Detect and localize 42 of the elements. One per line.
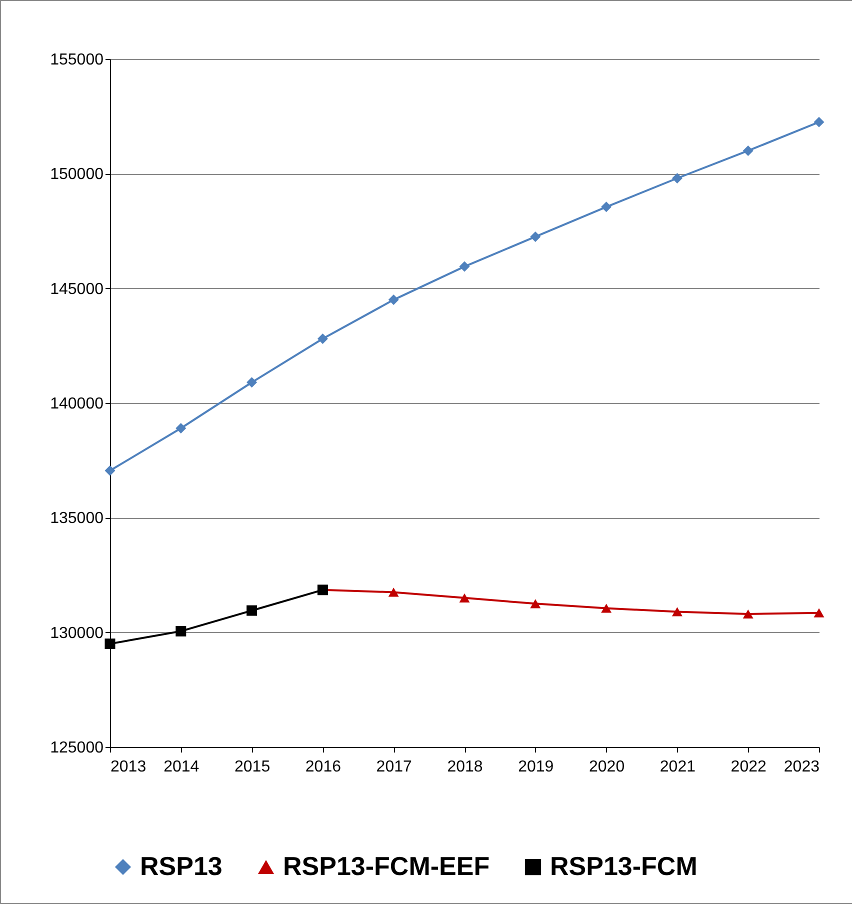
y-tick-label: 135000 xyxy=(50,510,104,528)
point xyxy=(672,173,682,184)
point xyxy=(601,604,612,613)
point xyxy=(742,145,754,156)
point xyxy=(176,626,186,636)
y-tick-label: 130000 xyxy=(50,624,104,642)
x-tick-label: 2014 xyxy=(164,758,200,776)
point xyxy=(104,638,116,650)
point xyxy=(459,261,470,272)
point xyxy=(104,465,116,476)
point xyxy=(672,607,682,616)
legend-label: RSP13 xyxy=(140,851,222,881)
legend-label: RSP13-FCM xyxy=(550,851,698,881)
point xyxy=(530,231,541,242)
y-tick-label: 125000 xyxy=(50,740,104,756)
x-tick-label: 2020 xyxy=(589,758,625,776)
point xyxy=(601,202,612,212)
point xyxy=(388,294,399,306)
y-tick-label: 150000 xyxy=(50,166,104,184)
point xyxy=(814,608,824,618)
x-tick-label: 2017 xyxy=(376,758,412,776)
point xyxy=(246,377,258,388)
point xyxy=(742,609,754,619)
x-tick-label: 2022 xyxy=(730,758,766,776)
point xyxy=(246,605,258,616)
x-tick-label: 2018 xyxy=(447,758,483,776)
x-tick-label: 2019 xyxy=(518,758,554,776)
point xyxy=(459,593,470,602)
x-tick-label: 2015 xyxy=(234,758,270,776)
y-tick-label: 145000 xyxy=(50,280,104,298)
point xyxy=(530,599,541,608)
point xyxy=(814,116,824,128)
x-tick-label: 2016 xyxy=(305,758,342,776)
x-tick-label: 2013 xyxy=(110,758,146,776)
point xyxy=(388,588,399,597)
y-tick-label: 155000 xyxy=(50,52,104,68)
point xyxy=(176,422,186,434)
point xyxy=(317,334,328,344)
legend-label: RSP13-FCM-EEF xyxy=(283,851,490,881)
x-tick-label: 2023 xyxy=(784,758,820,776)
y-tick-label: 140000 xyxy=(50,396,104,412)
x-tick-label: 2021 xyxy=(660,758,696,776)
